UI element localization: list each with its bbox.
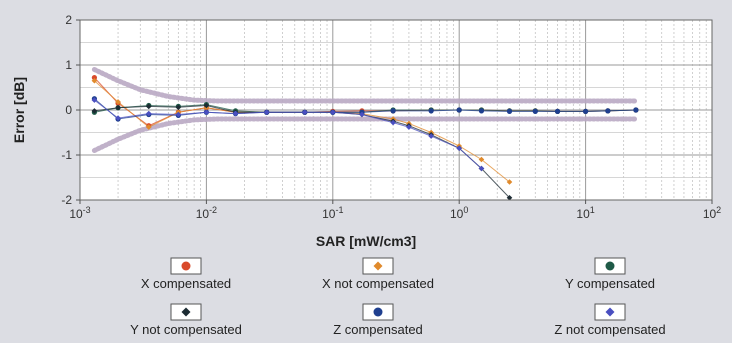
x-tick-exponent: -1 [335, 205, 343, 215]
data-point [145, 103, 152, 110]
y-axis-label: Error [dB] [11, 77, 27, 143]
legend-marker [605, 261, 615, 271]
x-tick-base: 10 [322, 207, 336, 221]
y-tick-label: 0 [65, 103, 72, 117]
x-tick-base: 10 [196, 207, 210, 221]
series-line [94, 98, 636, 120]
x-tick-exponent: -3 [83, 205, 91, 215]
data-point [330, 109, 336, 116]
data-point [115, 115, 121, 121]
data-point [428, 133, 434, 139]
x-tick-label: 10-1 [322, 205, 343, 221]
data-point [428, 108, 434, 114]
data-point [145, 124, 152, 130]
x-tick-exponent: 1 [590, 205, 595, 215]
data-point [478, 108, 485, 114]
legend-marker [181, 261, 191, 271]
data-point [91, 75, 98, 81]
legend-item-4: Z compensated [333, 303, 423, 337]
data-point [456, 145, 462, 152]
x-tick-base: 10 [576, 207, 590, 221]
x-tick-label: 10-3 [69, 205, 90, 221]
legend-label: Z not compensated [554, 322, 665, 337]
legend-item-0: X compensated [141, 257, 231, 291]
data-point [478, 156, 485, 163]
legend-marker [373, 307, 383, 317]
x-tick-base: 10 [703, 207, 717, 221]
x-tick-label: 101 [576, 205, 594, 221]
x-tick-base: 10 [450, 207, 464, 221]
legend-marker [605, 307, 615, 317]
legend-label: Y compensated [565, 276, 655, 291]
data-point [91, 77, 98, 84]
y-tick-label: -1 [61, 148, 72, 162]
x-tick-exponent: 0 [463, 205, 468, 215]
legend-item-1: X not compensated [322, 257, 434, 291]
data-point [359, 111, 365, 118]
data-point [91, 108, 98, 114]
legend-item-2: Y compensated [565, 257, 655, 291]
data-point [506, 108, 513, 114]
data-point [583, 108, 589, 114]
legend: X compensated X not compensated Y compensa… [130, 257, 666, 337]
data-point [406, 124, 412, 130]
y-tick-label: -2 [61, 193, 72, 207]
legend-label: X not compensated [322, 276, 434, 291]
y-tick-label: 1 [65, 58, 72, 72]
data-point [175, 111, 182, 118]
data-point [115, 99, 121, 105]
data-point [203, 102, 210, 109]
legend-marker [373, 261, 383, 271]
data-point [115, 104, 121, 111]
series-group [91, 75, 639, 201]
x-tick-label: 100 [450, 205, 468, 221]
legend-label: X compensated [141, 276, 231, 291]
band-upper [91, 67, 639, 104]
data-point [390, 119, 396, 126]
data-point [532, 108, 538, 114]
data-point [175, 104, 182, 111]
data-point [554, 108, 561, 114]
data-point [301, 109, 308, 116]
data-point [203, 109, 210, 116]
data-point [506, 179, 513, 185]
y-tick-label: 2 [65, 13, 72, 27]
x-tick-exponent: 2 [716, 205, 721, 215]
series-5 [91, 97, 485, 172]
legend-item-5: Z not compensated [554, 303, 666, 337]
data-point [633, 107, 639, 113]
data-point [263, 109, 270, 116]
data-point [145, 110, 152, 117]
x-tick-label: 10-2 [196, 205, 217, 221]
legend-label: Y not compensated [130, 322, 242, 337]
x-axis-label: SAR [mW/cm3] [316, 233, 416, 249]
uncertainty-band [91, 67, 639, 153]
legend-marker [181, 307, 191, 317]
data-point [506, 194, 513, 201]
data-point [390, 108, 396, 114]
legend-label: Z compensated [333, 322, 423, 337]
data-point [91, 97, 98, 103]
x-tick-base: 10 [69, 207, 83, 221]
data-point [478, 165, 485, 172]
data-point [605, 108, 611, 114]
x-tick-label: 102 [703, 205, 721, 221]
x-tick-exponent: -2 [209, 205, 217, 215]
band-lower [91, 116, 639, 153]
legend-item-3: Y not compensated [130, 303, 242, 337]
data-point [232, 110, 239, 117]
data-point [456, 107, 462, 113]
